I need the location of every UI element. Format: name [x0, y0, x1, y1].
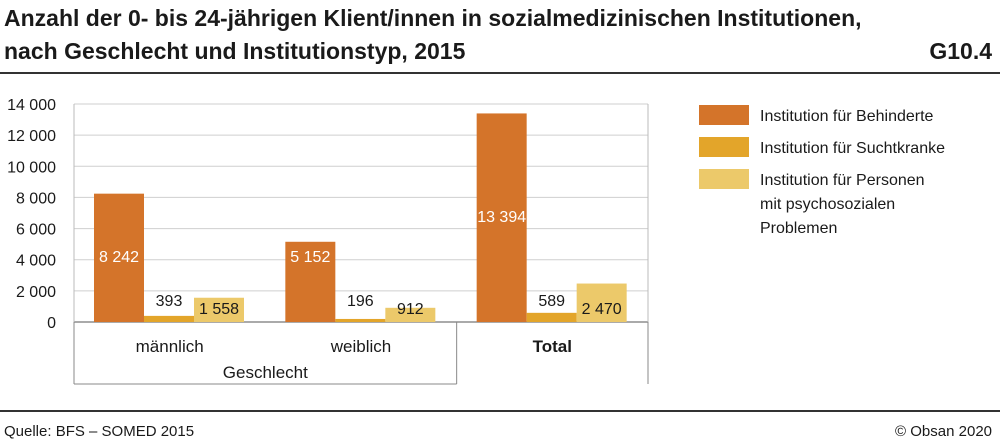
x-tick-label-1: weiblich [330, 337, 391, 356]
bar-weiblich-0 [285, 241, 336, 322]
chart-title-line-1: Anzahl der 0- bis 24-jährigen Klient/inn… [4, 5, 862, 31]
y-tick-label-7: 14 000 [7, 97, 56, 114]
data-label-männlich-0: 8 242 [99, 249, 139, 266]
bar-weiblich-2 [385, 307, 436, 322]
y-tick-label-0: 0 [47, 315, 56, 332]
bar-chart: 0 2 000 4 000 6 000 8 000 10 000 12 000 14 000 8… [7, 97, 945, 385]
y-tick-label-6: 12 000 [7, 128, 56, 145]
y-tick-label-4: 8 000 [16, 190, 56, 207]
legend-label-2-line-0: Institution für Personen [760, 172, 925, 189]
legend-swatch-2 [699, 169, 749, 189]
chart-title-line-2: nach Geschlecht und Institutionstyp, 201… [4, 38, 466, 64]
bottom-rule [0, 410, 1000, 412]
legend-swatch-1 [699, 137, 749, 157]
top-rule [0, 72, 1000, 74]
data-label-männlich-2: 1 558 [199, 301, 239, 318]
legend-swatch-0 [699, 105, 749, 125]
figure-code: G10.4 [929, 38, 992, 64]
data-label-weiblich-0: 5 152 [290, 249, 330, 266]
bar-Total-1 [526, 312, 577, 322]
copyright-note: © Obsan 2020 [895, 423, 992, 440]
source-note: Quelle: BFS – SOMED 2015 [4, 423, 195, 440]
data-label-weiblich-2: 912 [397, 301, 424, 318]
group-label: Geschlecht [223, 363, 308, 382]
data-label-Total-0: 13 394 [477, 209, 526, 226]
bar-Total-0 [476, 113, 527, 323]
legend-label-0: Institution für Behinderte [760, 108, 934, 125]
legend-label-1: Institution für Suchtkranke [760, 140, 945, 157]
bar-männlich-0 [94, 193, 144, 322]
y-tick-label-3: 6 000 [16, 222, 56, 239]
bar-männlich-1 [144, 315, 194, 322]
data-label-Total-2: 2 470 [582, 301, 622, 318]
x-tick-label-2: Total [533, 337, 572, 356]
data-label-Total-1: 589 [538, 293, 565, 310]
legend-label-2-line-2: Problemen [760, 220, 837, 237]
data-label-weiblich-1: 196 [347, 293, 374, 310]
x-tick-label-0: männlich [136, 337, 204, 356]
y-tick-label-1: 2 000 [16, 284, 56, 301]
bar-Total-2 [576, 283, 627, 322]
y-tick-label-5: 10 000 [7, 159, 56, 176]
y-tick-label-2: 4 000 [16, 253, 56, 270]
legend-label-2-line-1: mit psychosozialen [760, 196, 895, 213]
chart-title: Anzahl der 0- bis 24-jährigen Klient/inn… [4, 2, 904, 68]
bar-weiblich-1 [335, 318, 386, 322]
bar-männlich-2 [194, 297, 244, 322]
data-label-männlich-1: 393 [156, 293, 183, 310]
